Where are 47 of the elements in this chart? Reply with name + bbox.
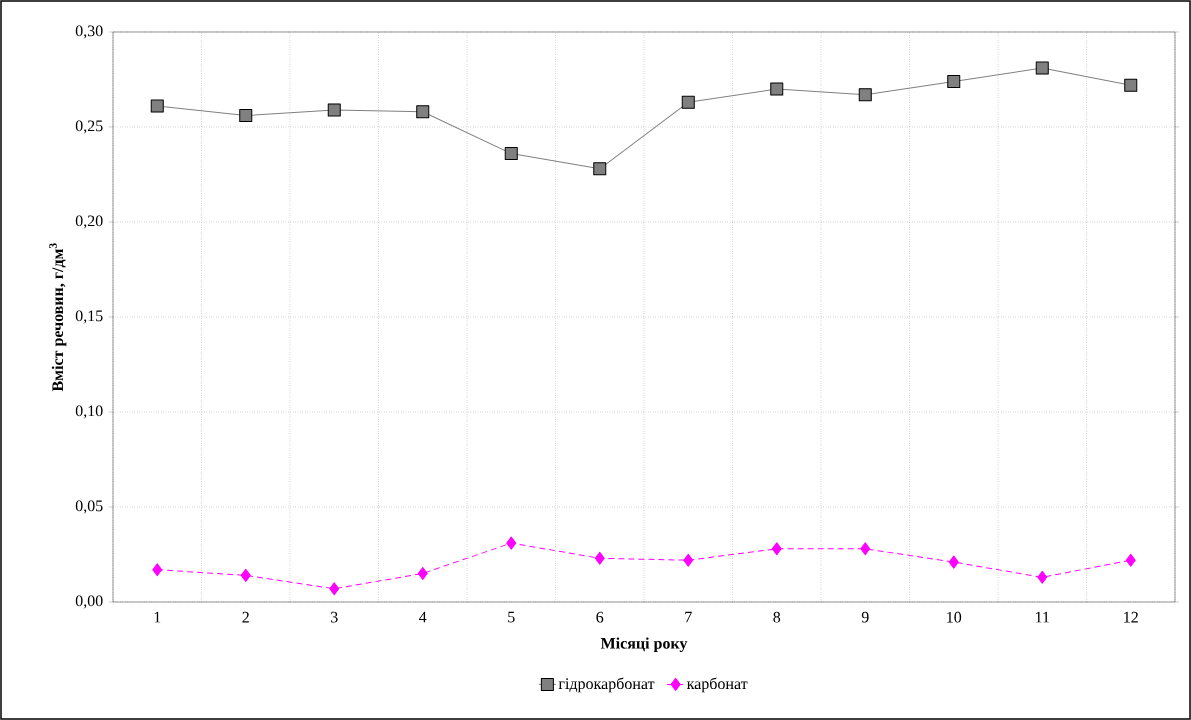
point — [152, 563, 163, 577]
point — [683, 553, 694, 567]
y-tick-label: 0,20 — [75, 215, 103, 229]
x-tick-label: 7 — [685, 611, 692, 623]
x-tick-label: 3 — [331, 611, 338, 623]
x-tick-label: 4 — [419, 611, 427, 623]
x-tick-label: 10 — [947, 611, 962, 623]
point — [681, 95, 695, 109]
y-tick-label: 0,15 — [75, 310, 103, 324]
x-tick-label: 11 — [1035, 611, 1049, 623]
y-tick-label: 0,30 — [75, 25, 103, 39]
point — [858, 88, 872, 102]
point — [417, 567, 428, 580]
point — [1124, 78, 1138, 92]
point — [1125, 553, 1136, 567]
y-tick-label: 0,10 — [75, 405, 103, 419]
point — [504, 147, 518, 161]
legend-label: карбонат — [686, 677, 748, 693]
y-axis-title: Вміст речовин, г/дм$^{3}$ — [49, 243, 67, 392]
point — [1037, 570, 1048, 584]
point — [506, 536, 517, 550]
point — [948, 555, 959, 569]
x-tick-label: 6 — [596, 611, 604, 623]
point — [770, 82, 784, 96]
x-tick-label: 12 — [1124, 611, 1138, 623]
y-tick-label: 0,00 — [75, 595, 103, 609]
point — [593, 162, 607, 176]
x-axis-title: Місяці року — [600, 637, 688, 653]
x-tick-label: 1 — [154, 611, 161, 623]
point — [416, 105, 430, 119]
point — [947, 74, 961, 88]
legend-label: гідрокарбонат — [558, 677, 655, 693]
point — [239, 109, 253, 123]
point — [327, 103, 341, 117]
point — [240, 568, 251, 582]
point — [594, 551, 605, 565]
y-tick-label: 0,05 — [75, 500, 103, 514]
point — [771, 542, 782, 556]
point — [329, 582, 340, 596]
point — [150, 99, 164, 113]
x-tick-label: 2 — [242, 611, 249, 623]
x-tick-label: 5 — [508, 611, 515, 623]
point — [1035, 61, 1049, 75]
y-tick-label: 0,25 — [75, 120, 103, 134]
x-tick-label: 9 — [861, 611, 869, 623]
point — [860, 542, 871, 556]
x-tick-label: 8 — [773, 611, 781, 623]
